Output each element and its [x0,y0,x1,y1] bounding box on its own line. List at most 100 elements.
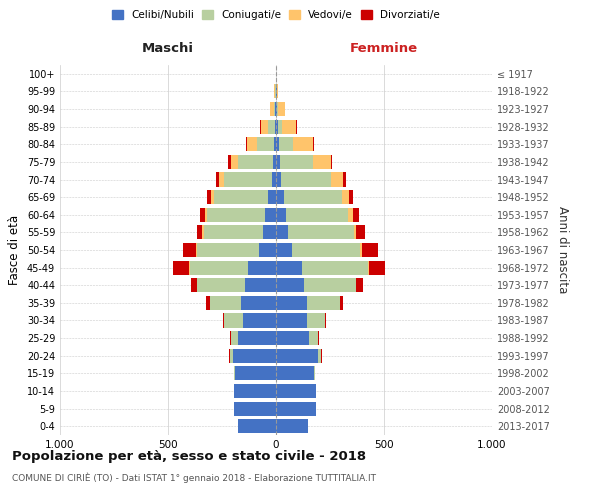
Bar [276,243,292,257]
Bar [207,208,265,222]
Bar [203,226,263,239]
Bar [247,137,257,152]
Bar [360,243,362,257]
Bar [331,172,343,186]
Bar [314,366,315,380]
Bar [210,296,241,310]
Bar [208,190,211,204]
Bar [245,278,276,292]
Bar [276,190,284,204]
Bar [354,226,356,239]
Bar [211,190,214,204]
Bar [238,155,273,169]
Bar [268,190,276,204]
Bar [278,102,284,116]
Bar [277,84,278,98]
Text: Femmine: Femmine [350,42,418,56]
Bar [242,314,276,328]
Bar [325,314,326,328]
Bar [276,172,281,186]
Bar [356,226,365,239]
Bar [286,208,349,222]
Bar [274,84,275,98]
Bar [273,155,276,169]
Bar [230,348,233,363]
Y-axis label: Anni di nascita: Anni di nascita [556,206,569,294]
Bar [284,190,342,204]
Bar [234,384,276,398]
Bar [202,226,203,239]
Bar [197,226,202,239]
Bar [276,84,277,98]
Bar [197,278,245,292]
Bar [276,419,308,433]
Bar [349,190,353,204]
Bar [246,137,247,152]
Bar [313,155,331,169]
Bar [275,102,276,116]
Bar [259,243,276,257]
Bar [276,366,314,380]
Bar [265,208,276,222]
Bar [277,102,278,116]
Bar [233,348,276,363]
Bar [197,243,259,257]
Bar [214,190,268,204]
Bar [278,120,282,134]
Bar [205,208,207,222]
Bar [224,314,242,328]
Y-axis label: Fasce di età: Fasce di età [8,215,21,285]
Bar [356,278,363,292]
Bar [276,155,280,169]
Bar [234,366,235,380]
Bar [276,208,286,222]
Bar [268,120,275,134]
Bar [229,155,230,169]
Bar [238,331,276,345]
Bar [230,155,238,169]
Bar [272,172,276,186]
Bar [307,296,340,310]
Bar [288,226,354,239]
Bar [302,260,368,274]
Bar [313,137,314,152]
Bar [369,260,385,274]
Text: COMUNE DI CIRIÈ (TO) - Dati ISTAT 1° gennaio 2018 - Elaborazione TUTTITALIA.IT: COMUNE DI CIRIÈ (TO) - Dati ISTAT 1° gen… [12,472,376,483]
Bar [183,243,196,257]
Bar [307,314,325,328]
Bar [292,243,360,257]
Bar [276,137,278,152]
Bar [234,402,276,415]
Bar [241,296,276,310]
Bar [276,331,310,345]
Bar [276,102,277,116]
Bar [274,137,276,152]
Bar [215,172,219,186]
Bar [275,120,276,134]
Bar [318,348,322,363]
Text: Maschi: Maschi [142,42,194,56]
Bar [173,260,189,274]
Bar [304,278,356,292]
Bar [276,278,304,292]
Text: Popolazione per età, sesso e stato civile - 2018: Popolazione per età, sesso e stato civil… [12,450,366,463]
Bar [263,226,276,239]
Bar [281,172,331,186]
Bar [340,296,343,310]
Bar [276,120,278,134]
Bar [219,172,224,186]
Bar [342,190,349,204]
Bar [276,348,318,363]
Bar [276,384,316,398]
Bar [191,278,197,292]
Bar [274,102,275,116]
Bar [206,296,210,310]
Bar [280,155,313,169]
Bar [196,243,197,257]
Bar [223,314,224,328]
Legend: Celibi/Nubili, Coniugati/e, Vedovi/e, Divorziati/e: Celibi/Nubili, Coniugati/e, Vedovi/e, Di… [110,8,442,22]
Bar [257,137,274,152]
Bar [293,137,313,152]
Bar [368,260,369,274]
Bar [276,260,302,274]
